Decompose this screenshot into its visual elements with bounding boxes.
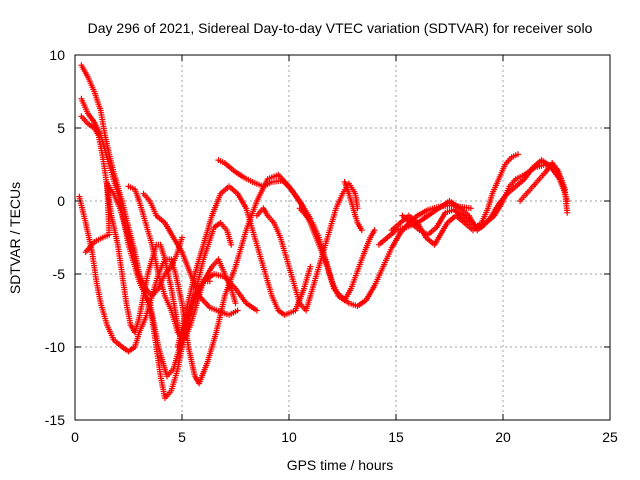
series-track-12 [341, 179, 365, 234]
marker-path [517, 160, 569, 204]
series-track-15 [399, 157, 571, 238]
y-tick-label: -5 [53, 266, 66, 282]
series-track-11 [296, 205, 378, 304]
x-tick-label: 0 [71, 429, 79, 445]
x-tick-label: 25 [602, 429, 618, 445]
marker-path [341, 179, 365, 234]
y-tick-label: 5 [57, 120, 65, 136]
x-tick-label: 15 [388, 429, 404, 445]
marker-path [174, 183, 314, 350]
marker-path [82, 180, 185, 299]
x-tick-label: 5 [178, 429, 186, 445]
y-tick-label: -15 [45, 412, 65, 428]
marker-path [296, 205, 378, 304]
y-tick-label: 0 [57, 193, 65, 209]
marker-path [140, 190, 241, 318]
series-track-7 [140, 190, 241, 318]
y-tick-label: -10 [45, 339, 65, 355]
x-axis-label: GPS time / hours [287, 457, 394, 473]
data-markers [76, 62, 571, 402]
series-track-5 [82, 180, 185, 299]
series-track-6 [125, 183, 239, 343]
y-axis-label: SDTVAR / TECUs [7, 182, 23, 294]
x-tick-label: 10 [281, 429, 297, 445]
marker-path [125, 183, 239, 343]
axis-ticks: 0 5 10 15 20 25 -15 -10 -5 0 5 10 [45, 47, 618, 445]
chart-title: Day 296 of 2021, Sidereal Day-to-day VTE… [88, 20, 593, 36]
plot-frame [74, 54, 611, 421]
marker-path [399, 157, 571, 238]
y-tick-label: 10 [49, 47, 65, 63]
series-track-8 [174, 183, 314, 350]
x-tick-label: 20 [495, 429, 511, 445]
series-track-16 [517, 160, 569, 204]
